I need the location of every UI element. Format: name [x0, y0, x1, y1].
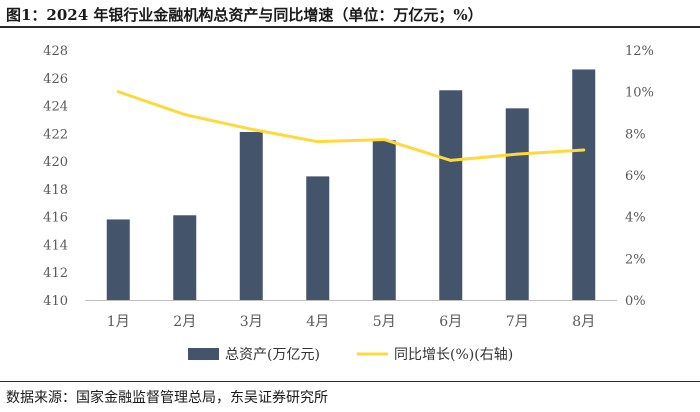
y-right-tick-label: 4%	[625, 211, 646, 226]
y-left-tick-label: 410	[43, 294, 68, 309]
bar-total-assets	[372, 140, 396, 300]
x-tick-label: 7月	[506, 314, 529, 330]
y-left-tick-label: 414	[43, 238, 68, 253]
x-tick-label: 3月	[240, 314, 263, 330]
line-point-yoy-growth	[449, 158, 453, 162]
y-right-tick-label: 8%	[625, 127, 646, 142]
bar-total-assets	[439, 90, 463, 301]
combo-chart: 410 412 414 416 418 420 422 424 426 428 0% 2% 4% 6% 8%…	[43, 44, 654, 363]
data-source: 数据来源：国家金融监督管理总局，东吴证券研究所	[6, 390, 328, 406]
bar-total-assets	[173, 215, 197, 300]
line-point-yoy-growth	[582, 148, 586, 152]
y-right-tick-label: 12%	[625, 44, 654, 59]
y-right-tick-label: 0%	[625, 294, 646, 309]
x-tick-label: 8月	[572, 314, 595, 330]
title-rule	[0, 26, 700, 28]
legend-swatch-bar	[188, 348, 219, 360]
figure-title: 图1：2024 年银行业金融机构总资产与同比增速（单位：万亿元；%）	[6, 6, 483, 24]
legend-label-bar: 总资产(万亿元)	[225, 347, 320, 363]
y-right-tick-label: 10%	[625, 86, 654, 101]
line-point-yoy-growth	[183, 113, 187, 117]
source-rule	[0, 381, 700, 382]
line-point-yoy-growth	[316, 140, 320, 144]
y-left-tick-label: 412	[43, 266, 68, 281]
bar-total-assets	[306, 176, 330, 300]
y-right-tick-label: 2%	[625, 252, 646, 267]
y-left-tick-label: 428	[43, 44, 68, 59]
bar-total-assets	[572, 69, 596, 300]
bar-total-assets	[106, 219, 130, 300]
line-yoy-growth	[117, 90, 584, 162]
line-point-yoy-growth	[515, 152, 519, 156]
line-point-yoy-growth	[382, 138, 386, 142]
y-left-tick-label: 422	[43, 127, 68, 142]
bar-total-assets	[239, 131, 263, 300]
line-point-yoy-growth	[116, 90, 120, 94]
legend-label-line: 同比增长(%)(右轴)	[394, 347, 513, 363]
y-right-tick-label: 6%	[625, 169, 646, 184]
y-left-tick-label: 424	[43, 100, 68, 115]
x-tick-label: 1月	[107, 314, 130, 330]
x-tick-label: 5月	[373, 314, 396, 330]
line-point-yoy-growth	[249, 127, 253, 131]
y-left-tick-label: 418	[43, 183, 68, 198]
y-left-tick-label: 420	[43, 155, 68, 170]
bar-total-assets	[505, 108, 529, 300]
x-tick-label: 6月	[439, 314, 462, 330]
x-tick-label: 2月	[173, 314, 196, 330]
y-left-tick-label: 426	[43, 72, 68, 87]
x-tick-label: 4月	[306, 314, 329, 330]
y-left-tick-label: 416	[43, 211, 68, 226]
